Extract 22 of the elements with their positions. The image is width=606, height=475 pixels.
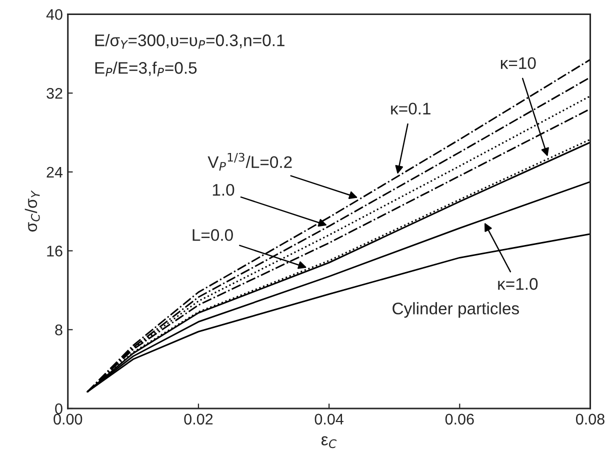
- annotation: Cylinder particles: [392, 302, 519, 318]
- y-tick-label: 32: [46, 88, 62, 99]
- x-tick-label: 0.04: [314, 414, 344, 425]
- y-tick-label: 24: [46, 166, 63, 178]
- x-tick-label: 0.02: [184, 414, 213, 425]
- y-axis-title: σ$_{C}$/σ$_{Y}$: [24, 190, 40, 232]
- annotation: L=0.0: [192, 229, 233, 241]
- annotation: E$_{P}$/E=3,f$_{P}$=0.5: [95, 62, 197, 76]
- annotation: E/σ$_{Y}$=300,υ=υ$_{P}$=0.3,n=0.1: [95, 34, 284, 49]
- annotation: κ=10: [500, 57, 536, 70]
- annotation: κ=1.0: [498, 278, 538, 290]
- x-tick-label: 0.08: [576, 414, 604, 425]
- annotation: 1.0: [212, 184, 234, 196]
- y-tick-label: 8: [55, 324, 62, 336]
- y-tick-label: 0: [55, 403, 62, 414]
- x-tick-label: 0.00: [54, 414, 82, 425]
- annotation: V$_{P}$$^{1/3}$/L=0.2: [208, 152, 292, 171]
- annotation: κ=0.1: [391, 102, 430, 115]
- y-tick-label: 16: [47, 246, 62, 256]
- x-tick-label: 0.06: [445, 414, 474, 425]
- x-axis-title: ε$_{C}$: [321, 436, 337, 448]
- y-tick-label: 40: [46, 9, 62, 20]
